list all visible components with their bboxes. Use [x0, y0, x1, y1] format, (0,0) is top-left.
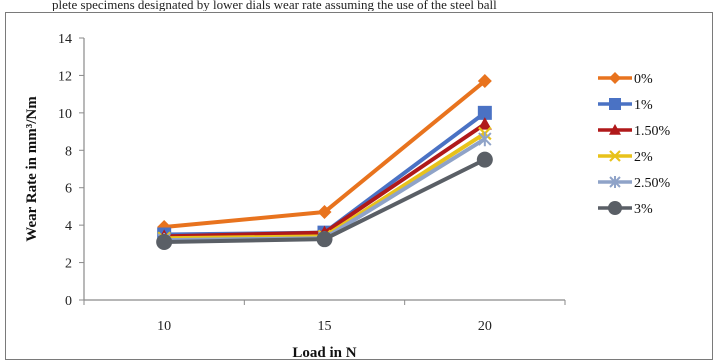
legend-item: 2.50%	[598, 176, 671, 191]
legend-label: 1%	[634, 98, 653, 113]
x-tick-label: 10	[157, 319, 171, 334]
y-axis-title: Wear Rate in mm³/Nm	[24, 96, 40, 242]
series-group	[156, 74, 493, 250]
axes-group	[83, 38, 565, 301]
y-tick-label: 2	[65, 257, 72, 272]
legend-item: 2%	[598, 150, 653, 165]
legend-label: 1.50%	[634, 124, 671, 139]
y-tick-label: 12	[58, 69, 72, 84]
y-tick-label: 8	[65, 144, 72, 159]
y-tick-labels: 0 2 4 6 8 10 12 14	[58, 32, 84, 309]
x-tick-label: 20	[478, 319, 492, 334]
y-tick-label: 6	[65, 182, 72, 197]
x-tick-labels: 10 15 20	[83, 300, 566, 334]
data-point	[478, 131, 492, 147]
legend-marker	[609, 150, 621, 162]
legend-item: 1.50%	[598, 124, 671, 139]
legend-marker	[609, 124, 621, 135]
x-axis-title: Load in N	[292, 345, 356, 361]
legend-item: 1%	[598, 98, 653, 113]
data-point	[477, 105, 492, 120]
series-line	[164, 122, 486, 239]
series-5	[156, 151, 493, 250]
data-point	[156, 233, 173, 250]
data-point	[316, 231, 333, 248]
data-point	[476, 151, 493, 168]
legend-marker	[609, 176, 621, 188]
legend-item: 3%	[598, 201, 653, 217]
y-tick-label: 14	[58, 32, 72, 47]
x-tick-label: 15	[318, 319, 332, 334]
data-point	[477, 74, 492, 89]
y-tick-label: 0	[65, 294, 72, 309]
legend-marker	[609, 98, 621, 110]
data-point	[317, 205, 332, 220]
legend-marker	[609, 72, 621, 84]
y-tick-label: 4	[65, 219, 72, 234]
legend-label: 2.50%	[634, 176, 671, 191]
figure-caption-fragment: plete specimens designated by lower dial…	[52, 0, 497, 11]
legend-item: 0%	[598, 72, 653, 87]
legend-label: 2%	[634, 150, 653, 165]
y-tick-label: 10	[58, 107, 72, 122]
legend-label: 3%	[634, 202, 653, 217]
legend-label: 0%	[634, 72, 653, 87]
legend: 0% 1% 1.50% 2% 2.50% 3%	[598, 72, 671, 217]
data-point	[477, 117, 492, 130]
legend-marker	[608, 201, 622, 215]
series-0	[157, 74, 492, 235]
series-line	[164, 137, 486, 243]
